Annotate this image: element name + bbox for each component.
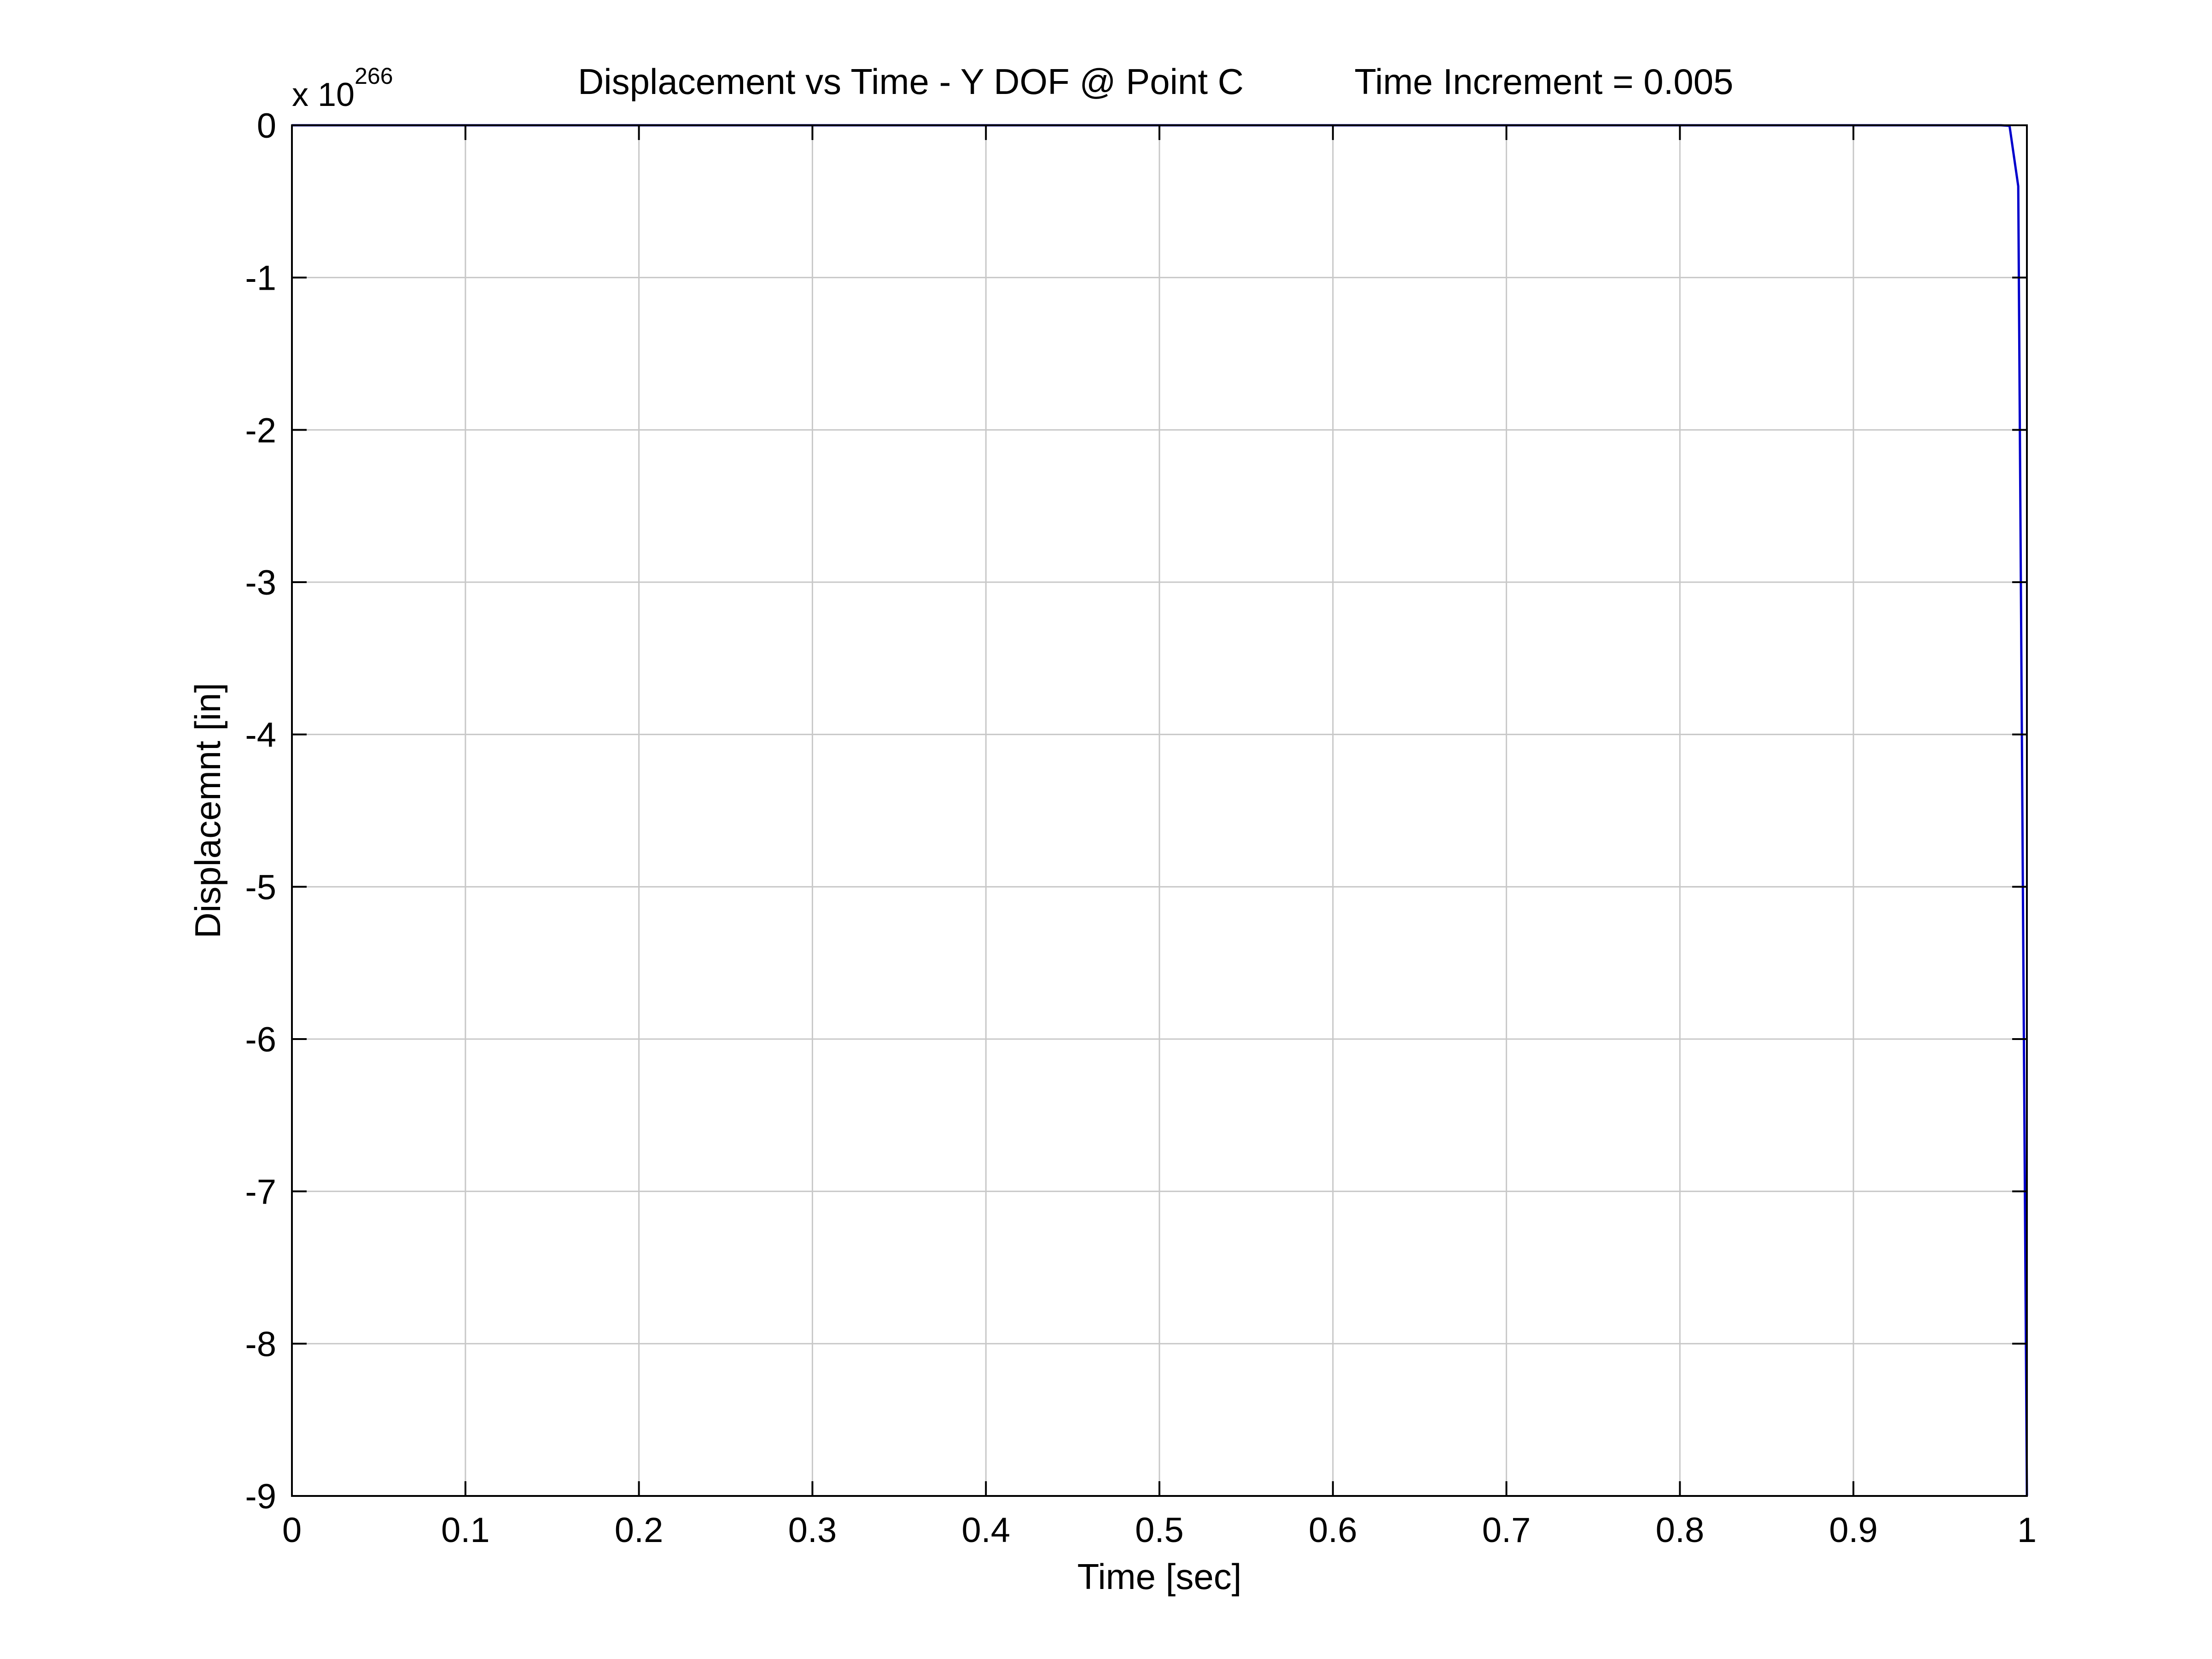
x-tick-label: 0.9	[1829, 1511, 1878, 1550]
x-tick-label: 0	[282, 1511, 302, 1550]
y-tick-label: -7	[245, 1173, 276, 1212]
y-tick-label: 0	[257, 106, 276, 146]
x-tick-label: 1	[2017, 1511, 2037, 1550]
chart-subtitle: Time Increment = 0.005	[1355, 61, 1734, 102]
x-tick-labels: 0 0.1 0.2 0.3 0.4 0.5 0.6 0.7 0.8 0.9 1	[282, 1511, 2037, 1550]
x-axis-title: Time [sec]	[1077, 1556, 1242, 1597]
y-tick-label: -5	[245, 868, 276, 907]
y-tick-label: -2	[245, 411, 276, 450]
y-tick-label: -4	[245, 716, 276, 755]
chart-title: Displacement vs Time - Y DOF @ Point C	[578, 61, 1244, 102]
x-tick-label: 0.5	[1135, 1511, 1184, 1550]
y-tick-labels: 0 -1 -2 -3 -4 -5 -6 -7 -8 -9	[245, 106, 276, 1516]
y-tick-label: -6	[245, 1020, 276, 1059]
grid-lines	[292, 125, 2027, 1496]
y-tick-label: -3	[245, 563, 276, 602]
x-tick-label: 0.4	[961, 1511, 1010, 1550]
tick-marks	[291, 124, 2028, 1497]
y-axis-title: Displacemnt [in]	[187, 683, 228, 939]
y-axis-exponent: x 10266	[292, 63, 393, 113]
y-tick-label: -8	[245, 1325, 276, 1364]
x-tick-label: 0.8	[1656, 1511, 1705, 1550]
x-tick-label: 0.7	[1482, 1511, 1531, 1550]
y-tick-label: -1	[245, 259, 276, 298]
x-tick-label: 0.6	[1309, 1511, 1357, 1550]
x-tick-label: 0.2	[615, 1511, 664, 1550]
y-tick-label: -9	[245, 1477, 276, 1516]
x-tick-label: 0.3	[788, 1511, 837, 1550]
x-tick-label: 0.1	[441, 1511, 490, 1550]
